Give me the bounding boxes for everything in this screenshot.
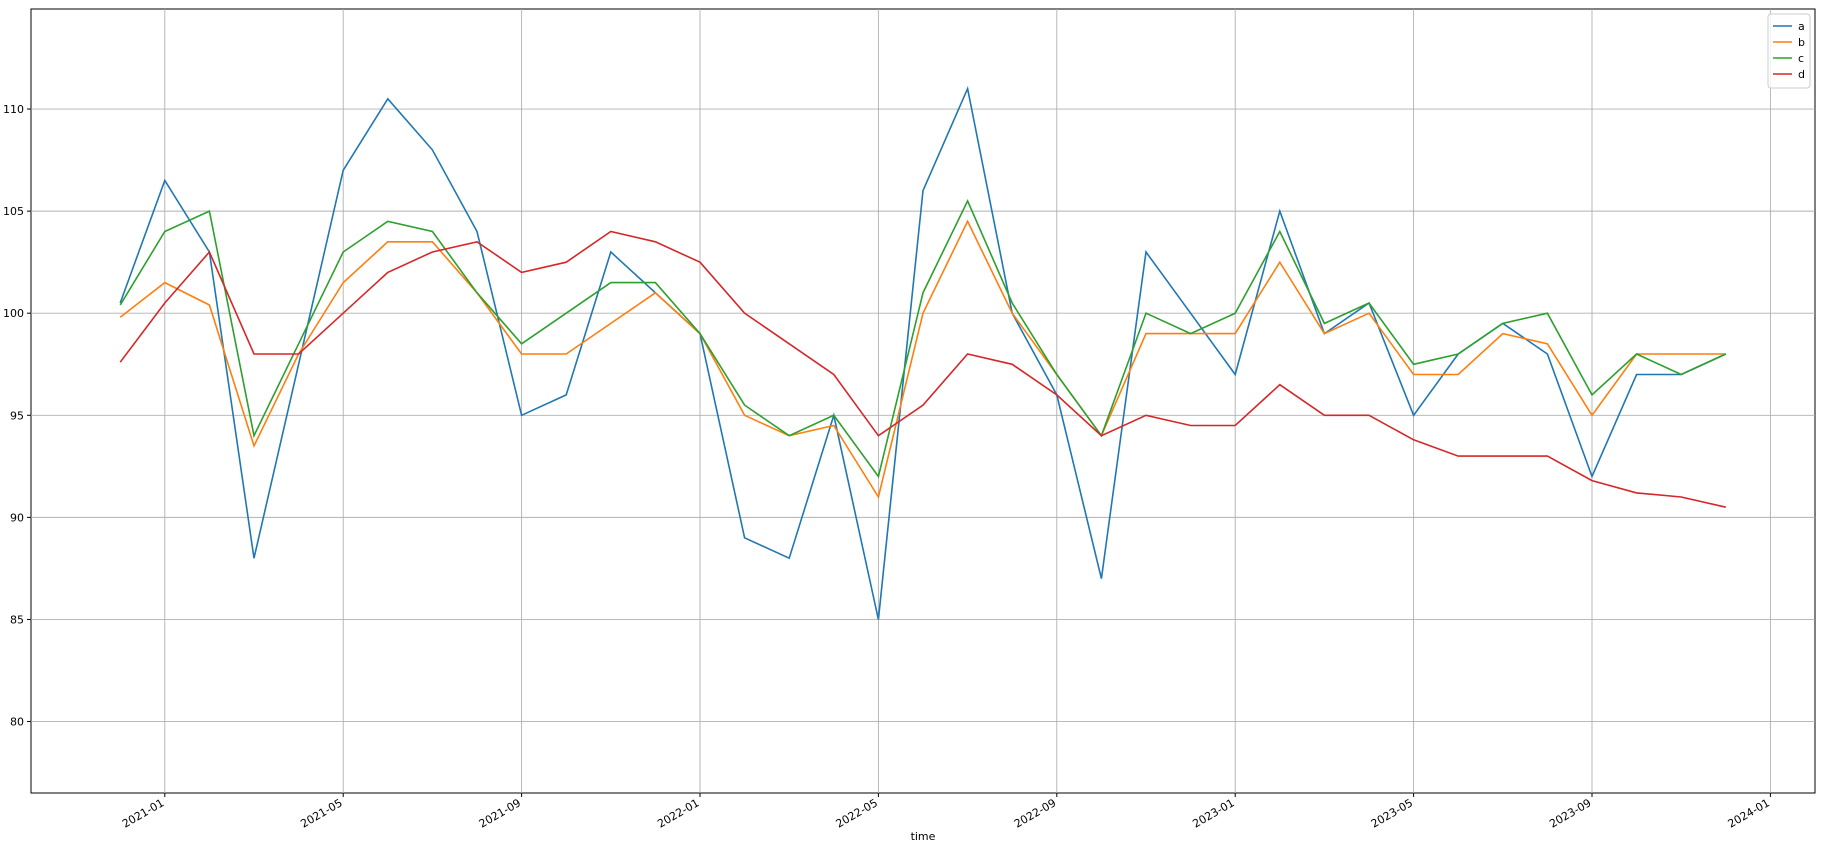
x-axis-label: time — [911, 830, 936, 843]
y-tick-label: 105 — [3, 205, 24, 218]
y-tick-label: 100 — [3, 307, 24, 320]
y-tick-label: 90 — [10, 511, 24, 524]
x-tick-label: 2021-01 — [120, 796, 166, 830]
x-tick-label: 2021-09 — [477, 796, 523, 830]
x-tick-label: 2022-09 — [1012, 796, 1058, 830]
series-line — [119, 198, 1727, 479]
series-line — [119, 219, 1726, 500]
y-tick-label: 85 — [10, 613, 24, 626]
x-tick-label: 2021-05 — [298, 796, 344, 830]
y-tick-label: 80 — [10, 716, 24, 729]
y-tick-label: 95 — [10, 409, 24, 422]
x-tick-label: 2022-01 — [655, 796, 701, 830]
legend-label: d — [1798, 68, 1805, 81]
series-line — [119, 230, 1726, 508]
x-tick-label: 2023-09 — [1547, 796, 1593, 830]
legend-label: b — [1798, 36, 1805, 49]
x-tick-label: 2024-01 — [1726, 796, 1772, 830]
x-tick-label: 2023-05 — [1369, 796, 1415, 830]
x-tick-label: 2023-01 — [1190, 796, 1236, 830]
plot-frame — [30, 8, 1816, 794]
legend-frame — [1767, 13, 1811, 89]
y-tick-label: 110 — [3, 103, 24, 116]
series-line — [119, 85, 1727, 620]
legend-label: a — [1798, 20, 1805, 33]
legend-label: c — [1798, 52, 1804, 65]
x-tick-label: 2022-05 — [834, 796, 880, 830]
